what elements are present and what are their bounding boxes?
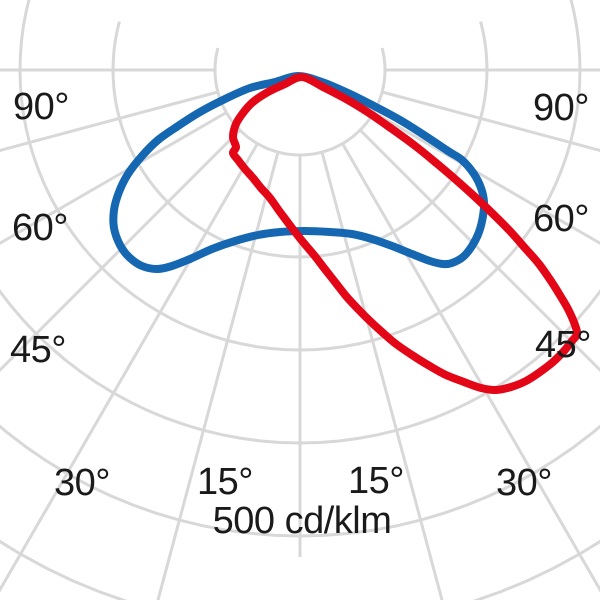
- grid-spoke: [0, 90, 219, 152]
- angle-tick-label: 45°: [535, 324, 591, 366]
- angle-tick-label: 15°: [197, 461, 253, 503]
- grid-spoke: [320, 151, 444, 600]
- grid-spoke: [0, 129, 241, 373]
- label-layer: 500 cd/klm 90° 60° 45° 30° 15° 15° 30° 45° 60° 90…: [10, 86, 591, 542]
- grid-spoke: [0, 142, 259, 593]
- grid-spoke: [341, 142, 600, 593]
- red-curve: [229, 72, 582, 395]
- curve-layer: [109, 72, 582, 395]
- blue-curve: [109, 72, 489, 273]
- angle-tick-label: 30°: [54, 462, 110, 504]
- angle-tick-label: 60°: [12, 207, 68, 249]
- angle-tick-label: 45°: [10, 329, 66, 371]
- grid-spoke: [0, 111, 228, 245]
- angle-tick-label: 15°: [348, 460, 404, 502]
- grid-spoke: [359, 129, 600, 373]
- angle-tick-label: 60°: [533, 198, 589, 240]
- angle-tick-label: 30°: [496, 462, 552, 504]
- grid-spoke: [381, 90, 600, 152]
- angle-tick-label: 90°: [13, 86, 69, 128]
- angle-tick-label: 90°: [533, 87, 589, 129]
- scale-label: 500 cd/klm: [213, 500, 392, 542]
